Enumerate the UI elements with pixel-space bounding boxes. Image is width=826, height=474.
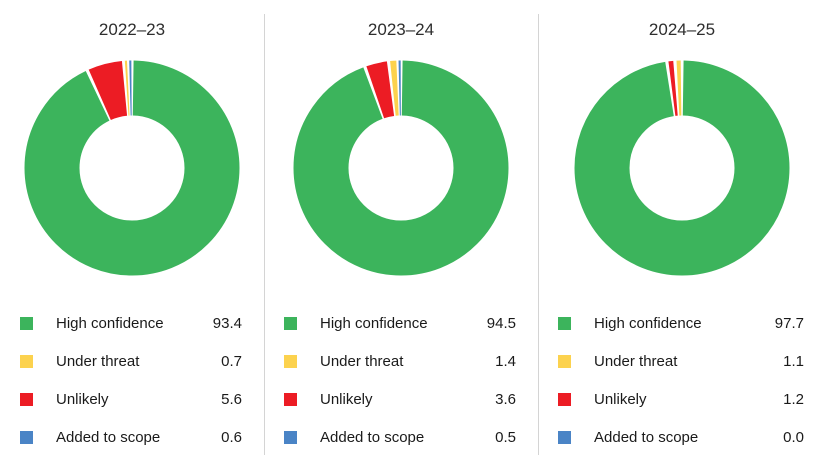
legend-label: High confidence	[594, 314, 702, 332]
legend-label: Unlikely	[320, 390, 373, 408]
legend: High confidence 94.5 Under threat 1.4 Un…	[264, 304, 538, 474]
legend-value: 94.5	[486, 314, 516, 332]
legend-value: 3.6	[495, 390, 516, 408]
legend-value: 1.2	[783, 390, 804, 408]
panel-divider	[538, 14, 539, 455]
legend-swatch-high-confidence	[284, 316, 297, 330]
legend-swatch-high-confidence	[20, 316, 33, 330]
chart-title: 2022–23	[98, 20, 166, 39]
legend-row: Under threat 0.7	[20, 342, 242, 380]
legend-label: Under threat	[594, 352, 678, 370]
donut-chart	[293, 60, 509, 276]
donut-chart	[24, 60, 240, 276]
legend-row: Under threat 1.1	[558, 342, 804, 380]
legend-value: 0.7	[221, 352, 242, 370]
legend-value: 97.7	[774, 314, 804, 332]
legend-swatch-unlikely	[20, 392, 33, 406]
legend-value: 1.1	[783, 352, 804, 370]
legend-swatch-added-to-scope	[20, 430, 33, 444]
chart-title: 2023–24	[367, 20, 435, 39]
legend: High confidence 93.4 Under threat 0.7 Un…	[0, 304, 264, 474]
legend-label: Under threat	[56, 352, 140, 370]
panel-divider	[264, 14, 265, 455]
legend-row: Added to scope 0.5	[284, 418, 516, 456]
legend-swatch-under-threat	[284, 354, 297, 368]
donut-chart	[574, 60, 790, 276]
legend-label: Unlikely	[56, 390, 109, 408]
chart-panel-2023-24: 2023–24 High confidence 94.5 Under threa…	[264, 0, 538, 474]
legend-swatch-added-to-scope	[558, 430, 571, 444]
legend-value: 5.6	[221, 390, 242, 408]
chart-title: 2024–25	[648, 20, 716, 39]
legend-value: 93.4	[212, 314, 242, 332]
legend-value: 1.4	[495, 352, 516, 370]
legend-swatch-high-confidence	[558, 316, 571, 330]
legend-swatch-unlikely	[558, 392, 571, 406]
legend-value: 0.0	[783, 428, 804, 446]
legend-row: Unlikely 3.6	[284, 380, 516, 418]
legend-row: Unlikely 1.2	[558, 380, 804, 418]
legend-swatch-under-threat	[558, 354, 571, 368]
chart-panel-2022-23: 2022–23 High confidence 93.4 Under threa…	[0, 0, 264, 474]
donut-slice	[293, 60, 509, 276]
legend-row: Added to scope 0.0	[558, 418, 804, 456]
donut-slice	[293, 60, 509, 276]
legend-label: High confidence	[56, 314, 164, 332]
legend-value: 0.5	[495, 428, 516, 446]
legend-value: 0.6	[221, 428, 242, 446]
donut-slice	[24, 60, 240, 276]
legend-label: Added to scope	[594, 428, 699, 446]
legend-swatch-unlikely	[284, 392, 297, 406]
donut-slice	[574, 60, 790, 276]
legend-row: Under threat 1.4	[284, 342, 516, 380]
legend-label: Unlikely	[594, 390, 647, 408]
legend-row: Unlikely 5.6	[20, 380, 242, 418]
donut-slice	[24, 60, 240, 276]
legend-label: Added to scope	[320, 428, 425, 446]
legend-label: Under threat	[320, 352, 404, 370]
legend-swatch-under-threat	[20, 354, 33, 368]
legend-row: High confidence 94.5	[284, 304, 516, 342]
legend-swatch-added-to-scope	[284, 430, 297, 444]
legend-label: High confidence	[320, 314, 428, 332]
legend-row: High confidence 97.7	[558, 304, 804, 342]
legend-row: Added to scope 0.6	[20, 418, 242, 456]
legend: High confidence 97.7 Under threat 1.1 Un…	[538, 304, 826, 474]
legend-row: High confidence 93.4	[20, 304, 242, 342]
legend-label: Added to scope	[56, 428, 161, 446]
chart-panel-2024-25: 2024–25 High confidence 97.7 Under threa…	[538, 0, 826, 474]
